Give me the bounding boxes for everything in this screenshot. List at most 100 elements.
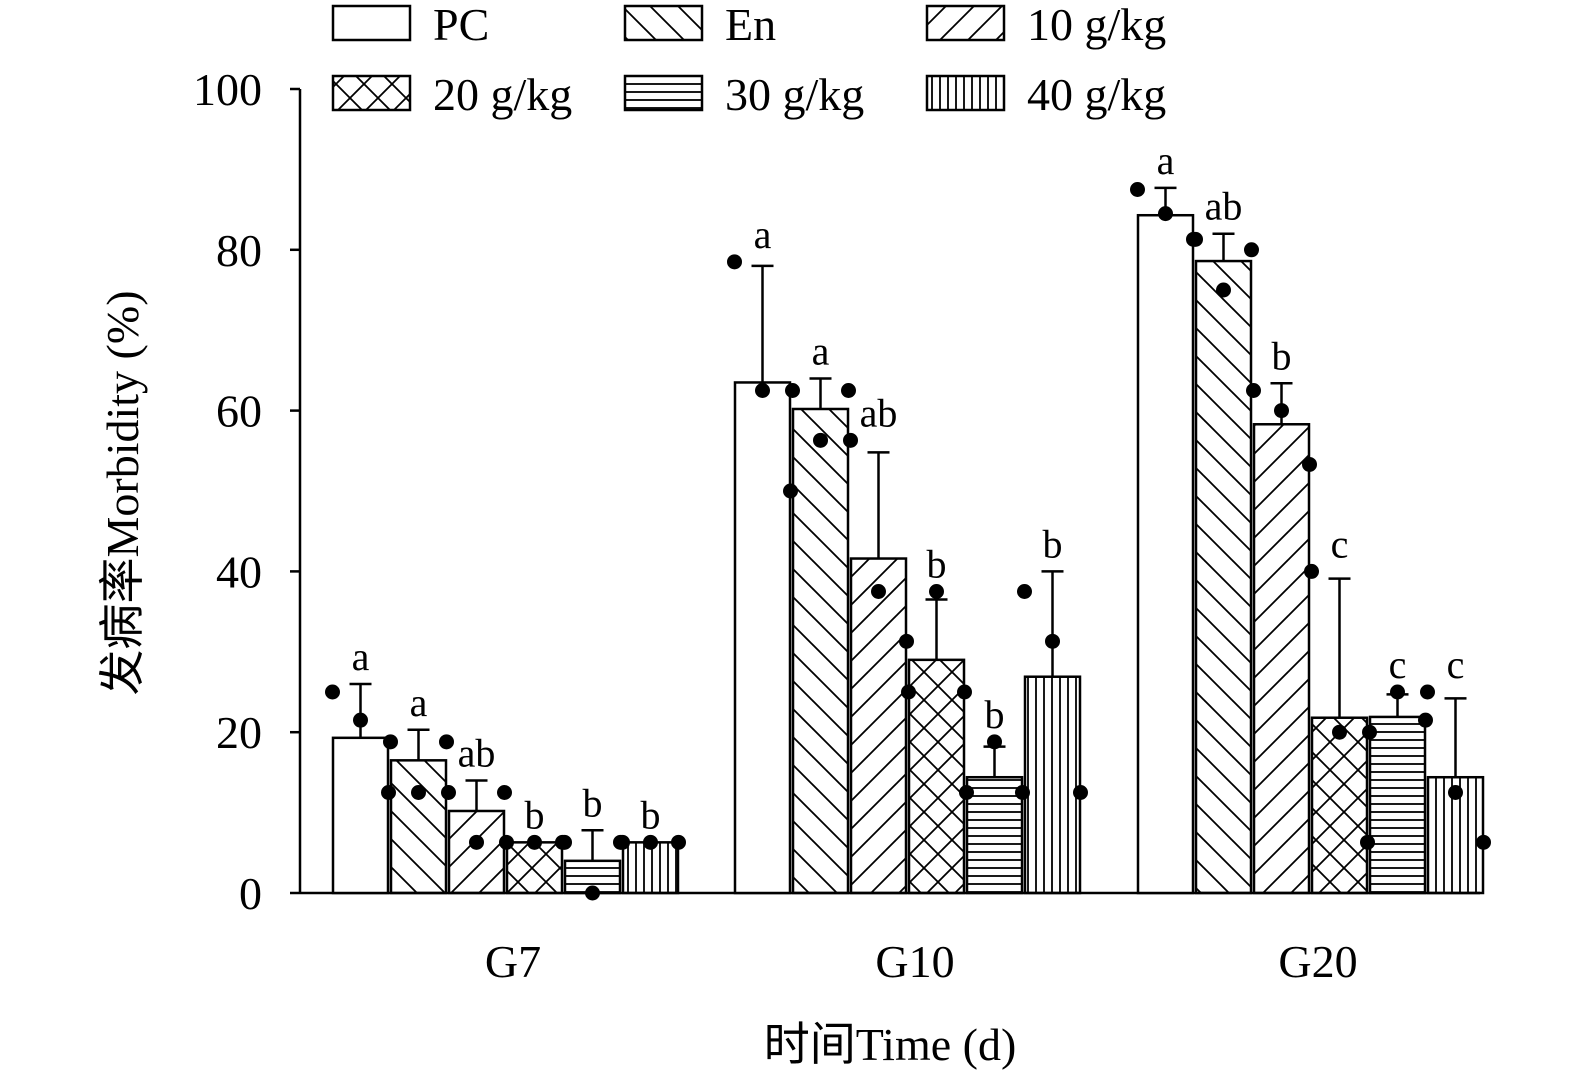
y-tick-label: 60	[216, 386, 262, 437]
bar	[733, 381, 792, 895]
significance-label: ab	[860, 390, 898, 435]
data-point	[499, 834, 514, 850]
x-axis-title: 时间Time (d)	[764, 1019, 1017, 1070]
data-point	[439, 734, 454, 750]
data-point	[527, 834, 542, 850]
bar	[791, 407, 850, 895]
bar	[331, 736, 390, 895]
bar	[621, 841, 680, 895]
legend-label: 20 g/kg	[433, 69, 572, 120]
data-point	[843, 432, 858, 448]
data-point	[1216, 282, 1231, 298]
bars-layer	[331, 213, 1485, 895]
data-point	[1390, 684, 1405, 700]
legend-label: PC	[433, 0, 489, 50]
data-point	[957, 684, 972, 700]
legend-label: 10 g/kg	[1027, 0, 1166, 50]
significance-label: c	[1447, 642, 1465, 687]
data-point	[727, 254, 742, 270]
data-point	[929, 584, 944, 599]
bar	[907, 658, 966, 895]
data-point	[1246, 383, 1261, 398]
legend-swatch	[623, 74, 704, 112]
bar	[849, 557, 908, 895]
data-point	[783, 483, 798, 499]
data-point	[1302, 456, 1317, 472]
data-point	[1304, 563, 1319, 579]
data-point	[1274, 403, 1289, 419]
data-point	[1073, 785, 1088, 800]
data-point	[871, 584, 886, 599]
group-label-g20: G20	[1278, 936, 1357, 987]
data-point	[469, 834, 484, 850]
data-point	[841, 383, 856, 398]
data-point	[1045, 633, 1060, 649]
legend-swatch	[331, 4, 412, 42]
significance-label: b	[927, 542, 947, 587]
data-point	[615, 834, 630, 850]
data-point	[557, 834, 572, 850]
data-point	[1015, 785, 1030, 800]
data-point	[785, 383, 800, 398]
axes: 0 20 40 60 80 100 G7 G10 G20	[193, 64, 1480, 987]
legend-swatch	[925, 4, 1006, 42]
bar	[505, 841, 564, 895]
significance-label: a	[812, 328, 830, 373]
bar	[1194, 259, 1253, 895]
data-point	[1418, 712, 1433, 728]
data-point	[1188, 231, 1203, 247]
bar	[1252, 423, 1311, 895]
data-point	[1332, 724, 1347, 740]
bar	[1310, 716, 1369, 895]
significance-label: c	[1389, 642, 1407, 687]
data-point	[497, 785, 512, 800]
data-point	[325, 684, 340, 700]
data-point	[755, 383, 770, 398]
data-point	[1362, 724, 1377, 740]
data-point	[671, 834, 686, 850]
group-label-g10: G10	[875, 936, 954, 987]
y-tick-label: 100	[193, 64, 262, 115]
significance-label: a	[410, 680, 428, 725]
significance-label: c	[1331, 521, 1349, 566]
significance-label: b	[985, 692, 1005, 737]
bar	[1368, 715, 1427, 895]
data-point	[987, 734, 1002, 750]
bar	[1136, 213, 1195, 895]
legend-swatch	[331, 74, 412, 112]
bar	[389, 759, 448, 895]
bar	[1023, 675, 1082, 895]
group-label-g7: G7	[485, 936, 541, 987]
significance-label: a	[352, 634, 370, 679]
significance-label: b	[525, 792, 545, 837]
data-point	[1017, 584, 1032, 599]
bar	[447, 809, 506, 895]
data-point	[585, 885, 600, 901]
legend-label: 30 g/kg	[725, 69, 864, 120]
data-point	[441, 785, 456, 800]
data-point	[1448, 785, 1463, 800]
y-tick-label: 0	[239, 868, 262, 919]
significance-label: ab	[1205, 184, 1243, 229]
data-point	[813, 432, 828, 448]
data-point	[1158, 206, 1173, 222]
data-point	[353, 712, 368, 728]
legend-swatch	[925, 74, 1006, 112]
y-tick-label: 80	[216, 225, 262, 276]
y-tick-label: 20	[216, 707, 262, 758]
data-point	[1476, 834, 1491, 850]
significance-label: a	[1157, 138, 1175, 183]
data-point	[643, 834, 658, 850]
data-point	[901, 684, 916, 700]
significance-label: b	[1043, 521, 1063, 566]
data-point	[1244, 242, 1259, 258]
legend-label: En	[725, 0, 776, 50]
legend: PC En 10 g/kg 20 g/kg 30 g/kg 40 g/kg	[331, 0, 1166, 120]
significance-label: b	[641, 792, 661, 837]
data-point	[1360, 834, 1375, 850]
significance-label: a	[754, 212, 772, 257]
data-point	[383, 734, 398, 750]
legend-label: 40 g/kg	[1027, 69, 1166, 120]
significance-label: ab	[458, 730, 496, 775]
